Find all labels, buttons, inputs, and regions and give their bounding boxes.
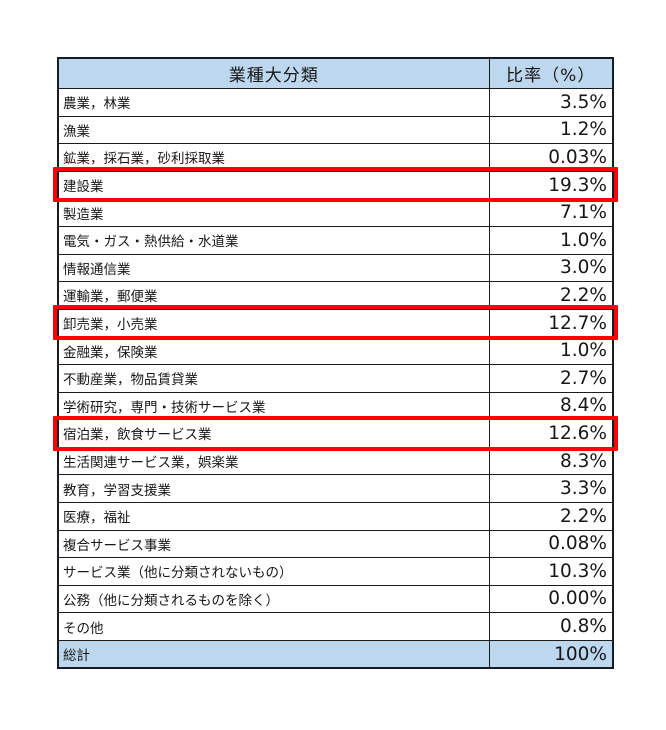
row-value: 12.6%	[488, 419, 614, 448]
table-row: 不動産業，物品賃貸業 2.7%	[57, 363, 614, 393]
row-value: 2.7%	[488, 363, 614, 393]
row-value: 3.5%	[488, 88, 614, 117]
total-row: 総計 100%	[57, 639, 614, 669]
row-label: 運輸業，郵便業	[57, 281, 490, 310]
row-label: 鉱業，採石業，砂利採取業	[57, 143, 490, 172]
row-value: 12.7%	[488, 308, 614, 338]
total-label: 総計	[57, 639, 490, 669]
row-value: 7.1%	[488, 198, 614, 227]
table-row: 公務（他に分類されるものを除く） 0.00%	[57, 584, 614, 614]
row-value: 2.2%	[488, 501, 614, 531]
row-label: 教育，学習支援業	[57, 474, 490, 503]
table-row: 医療，福祉 2.2%	[57, 501, 614, 531]
row-label: 金融業，保険業	[57, 336, 490, 365]
row-label: その他	[57, 612, 490, 641]
row-label: 生活関連サービス業，娯楽業	[57, 446, 490, 476]
row-value: 8.3%	[488, 446, 614, 476]
row-label: 公務（他に分類されるものを除く）	[57, 584, 490, 614]
table-row: 複合サービス事業 0.08%	[57, 529, 614, 559]
table-row: 金融業，保険業 1.0%	[57, 336, 614, 365]
row-label: 製造業	[57, 198, 490, 227]
industry-ratio-table: 業種大分類 比率（%） 農業，林業 3.5% 漁業 1.2% 鉱業，採石業，砂利採取業 0…	[57, 57, 614, 670]
table-row: 生活関連サービス業，娯楽業 8.3%	[57, 446, 614, 476]
row-value: 3.0%	[488, 253, 614, 283]
row-label: 卸売業，小売業	[57, 308, 490, 338]
table-row: 漁業 1.2%	[57, 115, 614, 145]
row-label: 情報通信業	[57, 253, 490, 283]
row-label: 宿泊業，飲食サービス業	[57, 419, 490, 448]
table-header: 業種大分類 比率（%）	[57, 57, 614, 89]
header-category: 業種大分類	[57, 57, 490, 89]
table-row: その他 0.8%	[57, 612, 614, 641]
row-label: 医療，福祉	[57, 501, 490, 531]
row-value: 3.3%	[488, 474, 614, 503]
row-label: サービス業（他に分類されないもの）	[57, 557, 490, 586]
header-row: 業種大分類 比率（%）	[57, 57, 614, 89]
table-row: 建設業 19.3%	[57, 170, 614, 200]
table-row: 電気・ガス・熱供給・水道業 1.0%	[57, 225, 614, 255]
row-value: 8.4%	[488, 391, 614, 421]
table-row: 農業，林業 3.5%	[57, 88, 614, 117]
row-label: 電気・ガス・熱供給・水道業	[57, 225, 490, 255]
row-value: 10.3%	[488, 557, 614, 586]
row-label: 複合サービス事業	[57, 529, 490, 559]
table-row: 学術研究，専門・技術サービス業 8.4%	[57, 391, 614, 421]
row-value: 2.2%	[488, 281, 614, 310]
header-ratio: 比率（%）	[488, 57, 614, 89]
row-value: 1.2%	[488, 115, 614, 145]
row-value: 0.00%	[488, 584, 614, 614]
table-body: 農業，林業 3.5% 漁業 1.2% 鉱業，採石業，砂利採取業 0.03% 建設業 19.3%…	[57, 88, 614, 669]
table-row: 情報通信業 3.0%	[57, 253, 614, 283]
row-value: 19.3%	[488, 170, 614, 200]
row-value: 0.08%	[488, 529, 614, 559]
total-value: 100%	[488, 639, 614, 669]
row-value: 0.8%	[488, 612, 614, 641]
row-value: 1.0%	[488, 225, 614, 255]
table-row: 運輸業，郵便業 2.2%	[57, 281, 614, 310]
table-row: 教育，学習支援業 3.3%	[57, 474, 614, 503]
table-row: 卸売業，小売業 12.7%	[57, 308, 614, 338]
table-row: 鉱業，採石業，砂利採取業 0.03%	[57, 143, 614, 172]
row-value: 1.0%	[488, 336, 614, 365]
row-label: 建設業	[57, 170, 490, 200]
table-row: サービス業（他に分類されないもの） 10.3%	[57, 557, 614, 586]
row-label: 農業，林業	[57, 88, 490, 117]
row-label: 漁業	[57, 115, 490, 145]
row-value: 0.03%	[488, 143, 614, 172]
row-label: 不動産業，物品賃貸業	[57, 363, 490, 393]
row-label: 学術研究，専門・技術サービス業	[57, 391, 490, 421]
table-row: 宿泊業，飲食サービス業 12.6%	[57, 419, 614, 448]
table-row: 製造業 7.1%	[57, 198, 614, 227]
